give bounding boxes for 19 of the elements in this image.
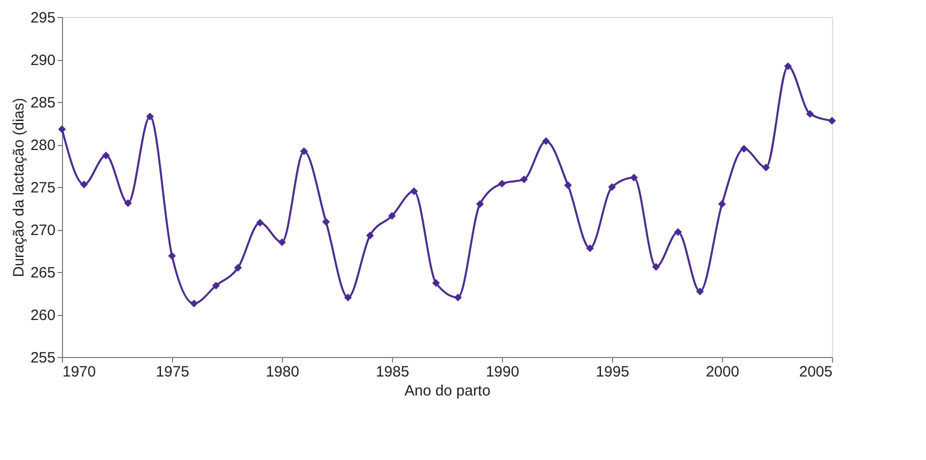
x-tick-label: 1985: [376, 364, 410, 380]
x-tick-label: 2005: [799, 364, 832, 380]
y-tick-label: 295: [30, 10, 56, 26]
x-tick-label: 1990: [486, 364, 520, 380]
x-tick-label: 1980: [266, 364, 300, 380]
x-tick-label: 2000: [706, 364, 740, 380]
x-tick-label: 1970: [62, 364, 96, 380]
y-tick-label: 260: [30, 307, 56, 324]
y-tick-label: 265: [30, 264, 56, 282]
x-tick-label: 1995: [596, 364, 630, 380]
x-tick-label: 1975: [156, 364, 190, 380]
y-tick-label: 270: [30, 222, 56, 239]
y-tick-label: 285: [30, 94, 56, 112]
y-tick-label: 275: [30, 180, 56, 196]
y-tick-label: 280: [30, 137, 56, 154]
x-axis-title: Ano do parto: [404, 382, 490, 400]
y-axis-title: Duração da lactação (dias): [10, 98, 28, 278]
y-tick-label: 255: [30, 350, 56, 366]
y-tick-label: 290: [30, 52, 56, 69]
